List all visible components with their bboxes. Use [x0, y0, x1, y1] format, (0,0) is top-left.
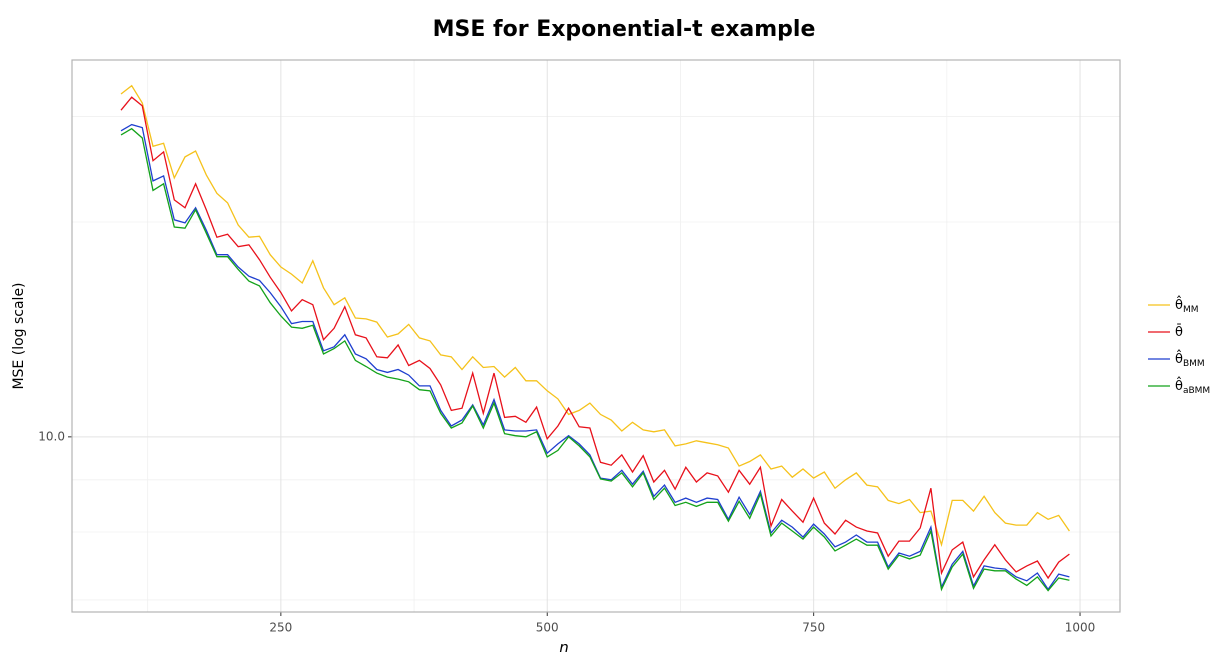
legend-name: θ̂ — [1175, 349, 1183, 366]
x-tick-label: 500 — [536, 621, 559, 635]
series-line — [120, 96, 1070, 580]
x-tick-label: 750 — [802, 621, 825, 635]
legend-label: θ̂BMM — [1175, 349, 1205, 368]
x-tick-label: 1000 — [1065, 621, 1096, 635]
series-line — [120, 127, 1070, 592]
series-line — [120, 123, 1070, 591]
x-axis-label: n — [559, 639, 569, 652]
x-tick-label: 250 — [269, 621, 292, 635]
legend-name: θ̂ — [1175, 376, 1183, 393]
plot-border — [71, 59, 1121, 613]
y-axis-label: MSE (log scale) — [11, 282, 27, 389]
y-tick-label: 10.0 — [38, 429, 65, 443]
legend-subscript: BMM — [1183, 359, 1205, 369]
legend-subscript: aBMM — [1183, 386, 1210, 396]
series-line — [120, 84, 1070, 548]
legend-name: θ̄ — [1175, 324, 1183, 339]
legend-subscript: MM — [1183, 305, 1199, 315]
legend-label: θ̄ — [1175, 324, 1183, 339]
chart-title: MSE for Exponential-t example — [433, 17, 816, 42]
legend-label: θ̂MM — [1175, 295, 1199, 314]
legend-name: θ̂ — [1175, 295, 1183, 312]
legend-label: θ̂aBMM — [1175, 376, 1210, 395]
